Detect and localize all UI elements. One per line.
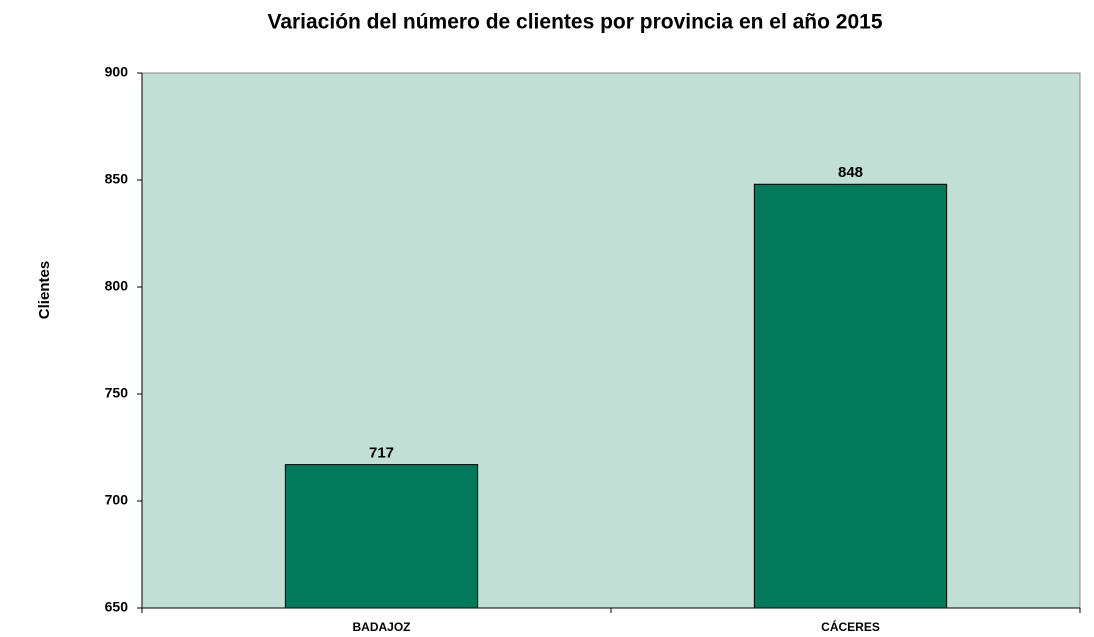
y-tick-label: 800 bbox=[105, 278, 129, 294]
bar bbox=[753, 183, 948, 609]
y-tick-label: 850 bbox=[105, 171, 129, 187]
chart-title: Variación del número de clientes por pro… bbox=[267, 11, 882, 34]
data-label: 848 bbox=[838, 164, 863, 181]
data-label: 717 bbox=[369, 445, 394, 462]
x-tick-label: CÁCERES bbox=[821, 619, 880, 634]
bar bbox=[284, 464, 479, 609]
y-tick-label: 700 bbox=[105, 492, 129, 508]
y-tick-label: 650 bbox=[105, 599, 129, 615]
x-tick-label: BADAJOZ bbox=[352, 620, 410, 634]
y-axis-label: Clientes bbox=[36, 261, 53, 319]
y-tick-label: 750 bbox=[105, 385, 129, 401]
y-tick-label: 900 bbox=[105, 64, 129, 80]
